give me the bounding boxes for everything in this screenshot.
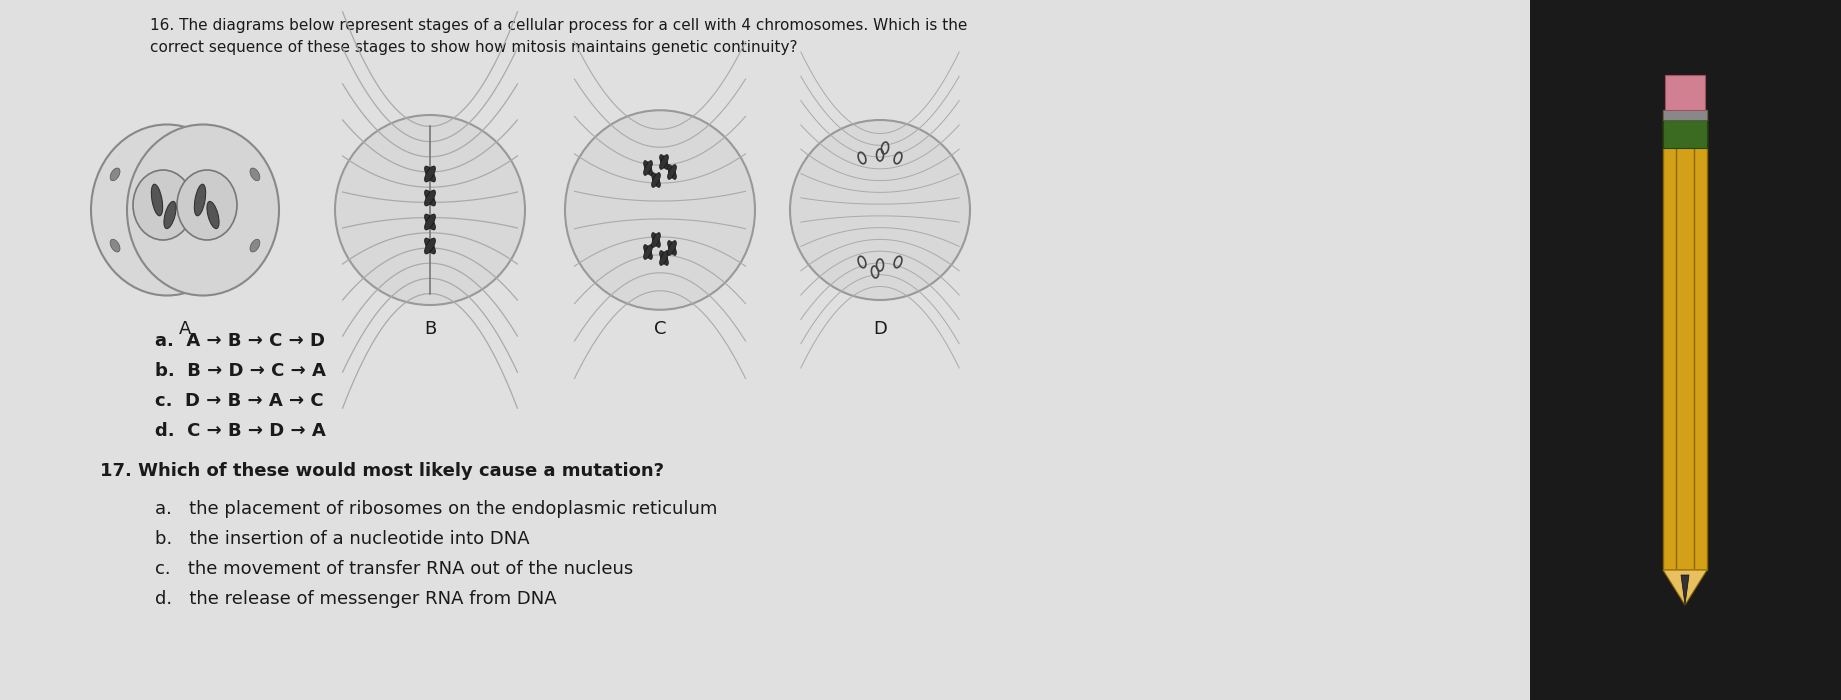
Ellipse shape (151, 184, 162, 216)
Text: d.  C → B → D → A: d. C → B → D → A (155, 422, 326, 440)
Text: a.  A → B → C → D: a. A → B → C → D (155, 332, 326, 350)
Ellipse shape (644, 244, 652, 260)
Ellipse shape (659, 155, 668, 169)
Ellipse shape (644, 160, 652, 176)
Bar (1662, 120, 1707, 148)
Bar (0, 0, 1530, 700)
Text: correct sequence of these stages to show how mitosis maintains genetic continuit: correct sequence of these stages to show… (149, 40, 797, 55)
Ellipse shape (195, 184, 206, 216)
Ellipse shape (177, 170, 237, 240)
Text: a.   the placement of ribosomes on the endoplasmic reticulum: a. the placement of ribosomes on the end… (155, 500, 718, 518)
Text: 16. The diagrams below represent stages of a cellular process for a cell with 4 : 16. The diagrams below represent stages … (149, 18, 967, 33)
Ellipse shape (250, 168, 260, 181)
Text: d.   the release of messenger RNA from DNA: d. the release of messenger RNA from DNA (155, 590, 556, 608)
Text: D: D (873, 320, 887, 338)
Text: 17. Which of these would most likely cause a mutation?: 17. Which of these would most likely cau… (99, 462, 665, 480)
Bar (1662, 110, 1707, 120)
Ellipse shape (425, 190, 436, 206)
Ellipse shape (127, 125, 280, 295)
Ellipse shape (335, 115, 525, 305)
Ellipse shape (652, 173, 661, 188)
Ellipse shape (206, 202, 219, 229)
Ellipse shape (659, 251, 668, 265)
Bar (1662, 110, 1707, 570)
Bar (1530, 0, 1841, 700)
Ellipse shape (90, 125, 243, 295)
Ellipse shape (644, 160, 652, 176)
Ellipse shape (659, 251, 668, 265)
Text: B: B (423, 320, 436, 338)
Ellipse shape (425, 190, 436, 206)
Ellipse shape (668, 164, 676, 179)
Ellipse shape (110, 239, 120, 252)
Ellipse shape (425, 166, 436, 182)
Ellipse shape (659, 155, 668, 169)
Text: A: A (179, 320, 191, 338)
Ellipse shape (668, 164, 676, 179)
Text: b.  B → D → C → A: b. B → D → C → A (155, 362, 326, 380)
Ellipse shape (133, 170, 193, 240)
Bar (1664, 75, 1705, 110)
Ellipse shape (652, 232, 661, 247)
Text: c.   the movement of transfer RNA out of the nucleus: c. the movement of transfer RNA out of t… (155, 560, 633, 578)
Ellipse shape (425, 214, 436, 230)
Ellipse shape (164, 202, 177, 229)
Ellipse shape (652, 232, 661, 247)
Ellipse shape (790, 120, 970, 300)
Ellipse shape (425, 166, 436, 182)
Ellipse shape (565, 110, 755, 309)
Ellipse shape (425, 214, 436, 230)
Polygon shape (1681, 575, 1688, 605)
Text: b.   the insertion of a nucleotide into DNA: b. the insertion of a nucleotide into DN… (155, 530, 530, 548)
Ellipse shape (250, 239, 260, 252)
Ellipse shape (425, 238, 436, 254)
Ellipse shape (425, 238, 436, 254)
Ellipse shape (110, 168, 120, 181)
Text: c.  D → B → A → C: c. D → B → A → C (155, 392, 324, 410)
Ellipse shape (652, 173, 661, 188)
Ellipse shape (644, 244, 652, 260)
Text: C: C (654, 320, 666, 338)
Polygon shape (1662, 570, 1707, 605)
Ellipse shape (668, 241, 676, 256)
Ellipse shape (668, 241, 676, 256)
